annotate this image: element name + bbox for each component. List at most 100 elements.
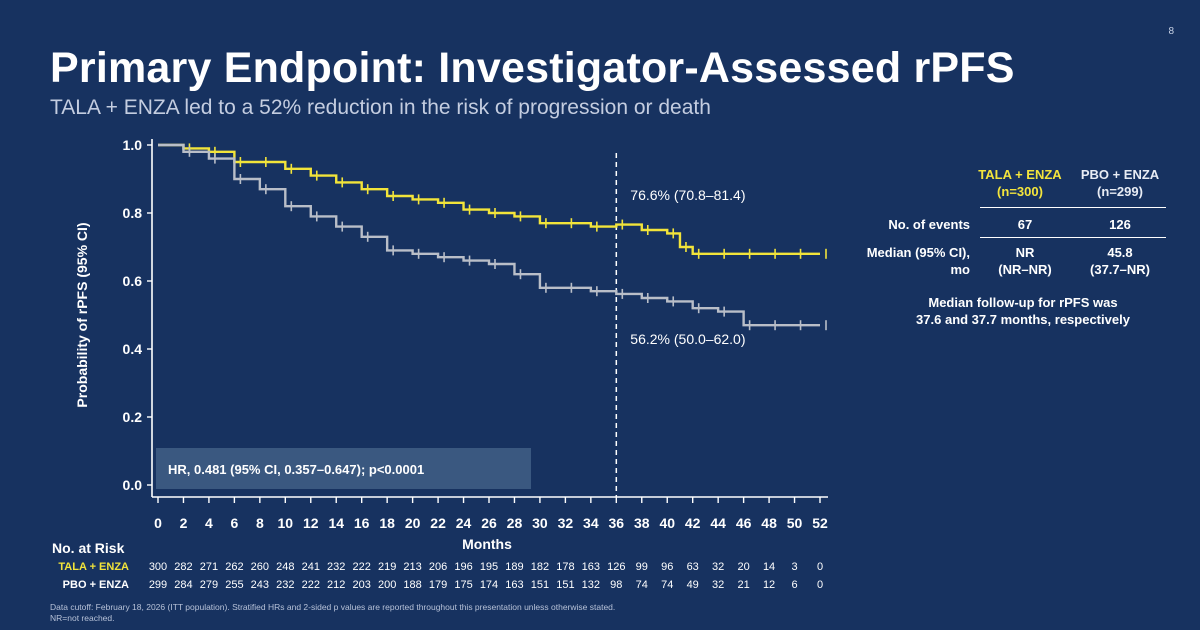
median-pbo-value: 45.8	[1107, 245, 1133, 260]
hr-text: HR, 0.481 (95% CI, 0.357–0.647); p<0.000…	[168, 462, 424, 477]
median-tala-ci: (NR–NR)	[998, 262, 1052, 277]
risk-row-pbo-enza-value: 132	[582, 579, 600, 591]
events-tala: 67	[1017, 217, 1033, 232]
median-tala-value: NR	[1015, 245, 1035, 260]
x-tick-label: 32	[558, 515, 574, 531]
y-tick-label: 0.6	[123, 273, 143, 289]
risk-row-tala-enza-value: 232	[327, 561, 345, 573]
risk-row-tala-enza-value: 189	[505, 561, 523, 573]
pbo-landmark-annotation: 56.2% (50.0–62.0)	[630, 331, 745, 347]
median-label-line1: Median (95% CI),	[866, 245, 970, 260]
risk-row-pbo-enza-value: 222	[302, 579, 320, 591]
median-tala: NR (NR–NR)	[980, 244, 1070, 278]
risk-row-pbo-enza-value: 203	[353, 579, 371, 591]
y-tick-label: 0.4	[123, 341, 143, 357]
x-tick-label: 42	[685, 515, 701, 531]
y-tick-label: 0.0	[123, 477, 143, 493]
summary-divider-mid	[980, 237, 1166, 238]
risk-row-pbo-enza-value: 12	[763, 579, 775, 591]
tala-landmark-annotation: 76.6% (70.8–81.4)	[630, 187, 745, 203]
risk-row-tala-enza-value: 248	[276, 561, 294, 573]
median-pbo: 45.8 (37.7–NR)	[1075, 244, 1165, 278]
risk-row-tala-enza-value: 99	[636, 561, 648, 573]
risk-row-pbo-enza-value: 151	[556, 579, 574, 591]
risk-row-tala-enza-value: 260	[251, 561, 269, 573]
x-tick-label: 8	[256, 515, 264, 531]
followup-note: Median follow-up for rPFS was 37.6 and 3…	[870, 294, 1176, 328]
risk-row-pbo-enza-value: 255	[225, 579, 243, 591]
risk-row-pbo-enza-value: 74	[636, 579, 648, 591]
summary-col1-name: TALA + ENZA	[978, 167, 1062, 182]
summary-col2-n: (n=299)	[1097, 184, 1143, 199]
summary-col2-name: PBO + ENZA	[1080, 167, 1160, 182]
x-tick-label: 34	[583, 515, 599, 531]
x-tick-label: 6	[230, 515, 238, 531]
risk-row-pbo-enza-value: 179	[429, 579, 447, 591]
x-tick-label: 48	[761, 515, 777, 531]
risk-row-tala-enza-value: 14	[763, 561, 775, 573]
risk-row-pbo-enza-value: 174	[480, 579, 498, 591]
x-tick-label: 44	[710, 515, 726, 531]
y-tick-label: 0.2	[123, 409, 143, 425]
median-label-line2: mo	[950, 262, 971, 277]
risk-row-tala-enza-value: 126	[607, 561, 625, 573]
median-label: Median (95% CI), mo	[830, 244, 970, 278]
risk-row-pbo-enza-value: 243	[251, 579, 269, 591]
risk-row-tala-enza-value: 206	[429, 561, 447, 573]
summary-col2-header: PBO + ENZA (n=299)	[1075, 166, 1165, 200]
x-tick-label: 40	[659, 515, 675, 531]
footnote: Data cutoff: February 18, 2026 (ITT popu…	[50, 602, 615, 624]
risk-row-tala-enza-value: 241	[302, 561, 320, 573]
risk-row-pbo-enza-value: 212	[327, 579, 345, 591]
risk-row-pbo-enza-value: 188	[403, 579, 421, 591]
risk-row-tala-enza-value: 182	[531, 561, 549, 573]
risk-row-pbo-enza-value: 6	[791, 579, 797, 591]
risk-row-pbo-enza-value: 32	[712, 579, 724, 591]
risk-row-tala-enza-value: 195	[480, 561, 498, 573]
x-tick-label: 30	[532, 515, 548, 531]
risk-row-pbo-enza-value: 49	[687, 579, 699, 591]
risk-row-pbo-enza-value: 175	[454, 579, 472, 591]
median-pbo-ci: (37.7–NR)	[1090, 262, 1150, 277]
x-tick-label: 18	[379, 515, 395, 531]
hr-box	[156, 448, 531, 489]
risk-row-pbo-enza-value: 299	[149, 579, 167, 591]
risk-row-tala-enza-value: 196	[454, 561, 472, 573]
x-tick-label: 0	[154, 515, 162, 531]
risk-row-tala-enza-value: 3	[791, 561, 797, 573]
risk-row-tala-enza-value: 178	[556, 561, 574, 573]
risk-row-tala-enza-value: 32	[712, 561, 724, 573]
risk-row-tala-enza-value: 262	[225, 561, 243, 573]
x-tick-label: 28	[507, 515, 523, 531]
events-pbo: 126	[1109, 217, 1131, 232]
risk-row-pbo-enza-value: 284	[174, 579, 192, 591]
x-tick-label: 46	[736, 515, 752, 531]
x-tick-label: 16	[354, 515, 370, 531]
risk-row-tala-enza-value: 20	[737, 561, 749, 573]
risk-row-pbo-enza-value: 151	[531, 579, 549, 591]
risk-row-pbo-enza-value: 279	[200, 579, 218, 591]
risk-row-tala-enza-value: 300	[149, 561, 167, 573]
risk-row-pbo-enza-value: 200	[378, 579, 396, 591]
followup-line2: 37.6 and 37.7 months, respectively	[916, 312, 1130, 327]
y-tick-label: 0.8	[123, 205, 143, 221]
x-tick-label: 10	[278, 515, 294, 531]
risk-row-pbo-enza-value: 232	[276, 579, 294, 591]
risk-row-tala-enza-value: 63	[687, 561, 699, 573]
x-tick-label: 14	[328, 515, 344, 531]
risk-row-tala-enza-value: 163	[582, 561, 600, 573]
risk-row-tala-enza-value: 96	[661, 561, 673, 573]
km-curve-tala-enza	[158, 143, 820, 255]
x-tick-label: 24	[456, 515, 472, 531]
x-axis-label: Months	[462, 536, 512, 552]
risk-row-tala-enza-label: TALA + ENZA	[58, 561, 129, 573]
x-tick-label: 4	[205, 515, 213, 531]
x-tick-label: 38	[634, 515, 650, 531]
summary-col1-n: (n=300)	[997, 184, 1043, 199]
footnote-line2: NR=not reached.	[50, 613, 115, 623]
km-curve-pbo-enza	[158, 143, 820, 327]
x-tick-label: 22	[430, 515, 446, 531]
summary-col1-header: TALA + ENZA (n=300)	[975, 166, 1065, 200]
risk-row-pbo-enza-value: 74	[661, 579, 673, 591]
